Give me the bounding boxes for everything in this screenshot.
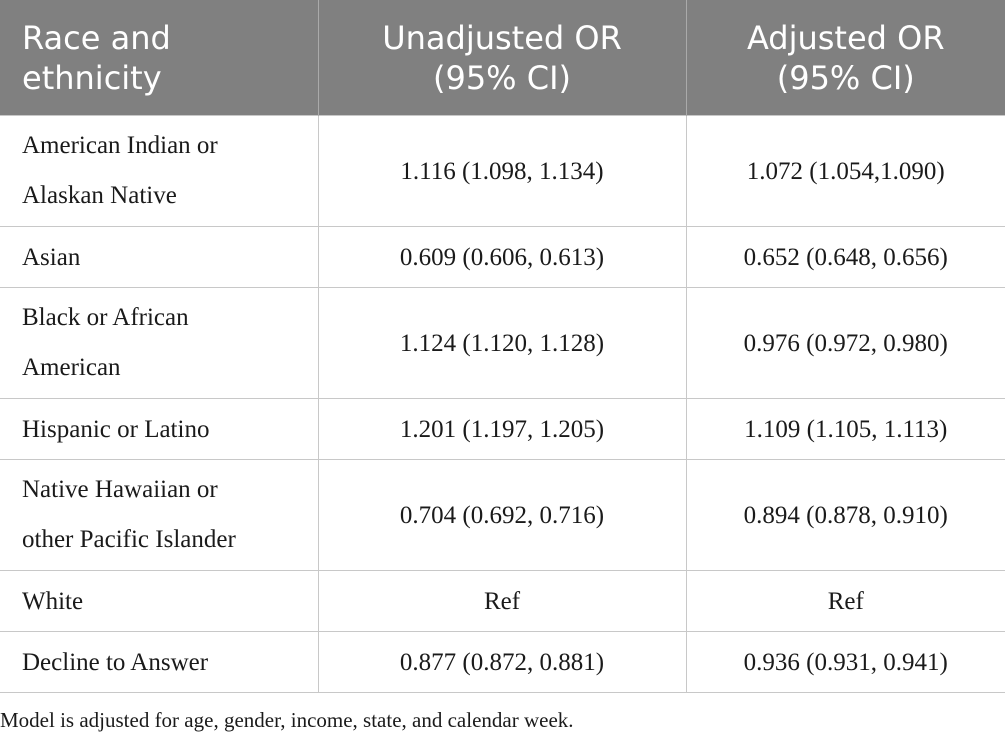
cell-text: Black or African American bbox=[22, 304, 189, 381]
table-cell: 1.116 (1.098, 1.134) bbox=[317, 115, 687, 227]
cell-text: Ref bbox=[827, 587, 864, 615]
table-cell: American Indian or Alaskan Native bbox=[0, 115, 319, 227]
cell-text: Hispanic or Latino bbox=[22, 415, 210, 443]
table-cell: 1.124 (1.120, 1.128) bbox=[317, 287, 687, 399]
table-cell: 0.936 (0.931, 0.941) bbox=[685, 631, 1005, 693]
header-cell: Unadjusted OR (95% CI) bbox=[317, 0, 686, 116]
cell-text: 1.072 (1.054,1.090) bbox=[746, 157, 945, 185]
cell-text: 1.124 (1.120, 1.128) bbox=[399, 329, 605, 357]
cell-text: Decline to Answer bbox=[22, 648, 209, 676]
table-cell: Ref bbox=[317, 570, 687, 632]
header-row: Race and ethnicity Unadjusted OR (95% CI)… bbox=[0, 0, 1005, 116]
table-cell: 0.652 (0.648, 0.656) bbox=[685, 226, 1005, 288]
cell-text: 0.894 (0.878, 0.910) bbox=[743, 501, 948, 529]
table-cell: 0.877 (0.872, 0.881) bbox=[317, 631, 687, 693]
table-cell: Native Hawaiian or other Pacific Islande… bbox=[0, 459, 319, 571]
header-cell: Race and ethnicity bbox=[0, 0, 318, 116]
table-cell: Ref bbox=[685, 570, 1005, 632]
table-cell: 0.894 (0.878, 0.910) bbox=[685, 459, 1005, 571]
table-row: American Indian or Alaskan Native 1.116 (… bbox=[0, 115, 1005, 227]
cell-text: Native Hawaiian or other Pacific Islande… bbox=[22, 476, 236, 553]
table-cell: Decline to Answer bbox=[0, 631, 319, 693]
footnote: Model is adjusted for age, gender, incom… bbox=[0, 708, 574, 732]
cell-text: Ref bbox=[483, 587, 521, 615]
table-cell: 0.704 (0.692, 0.716) bbox=[317, 459, 687, 571]
table-cell: Asian bbox=[0, 226, 319, 288]
cell-text: 0.976 (0.972, 0.980) bbox=[743, 329, 948, 357]
cell-text: 1.116 (1.098, 1.134) bbox=[400, 157, 604, 185]
table-row: Decline to Answer 0.877 (0.872, 0.881) 0.9… bbox=[0, 631, 1005, 693]
cell-text: 0.652 (0.648, 0.656) bbox=[743, 243, 948, 271]
table-row: Hispanic or Latino 1.201 (1.197, 1.205) 1.… bbox=[0, 398, 1005, 460]
table-cell: White bbox=[0, 570, 319, 632]
table-cell: Hispanic or Latino bbox=[0, 398, 319, 460]
table-cell: 1.072 (1.054,1.090) bbox=[685, 115, 1005, 227]
cell-text: 0.704 (0.692, 0.716) bbox=[399, 501, 605, 529]
table-cell: Black or African American bbox=[0, 287, 319, 399]
cell-text: 0.877 (0.872, 0.881) bbox=[399, 648, 605, 676]
cell-text: 1.109 (1.105, 1.113) bbox=[744, 415, 948, 443]
cell-text: Asian bbox=[22, 243, 81, 271]
cell-text: 0.936 (0.931, 0.941) bbox=[743, 648, 948, 676]
cell-text: Race and ethnicity bbox=[22, 18, 171, 97]
table-row: White Ref Ref bbox=[0, 570, 1005, 632]
table-cell: 0.609 (0.606, 0.613) bbox=[317, 226, 687, 288]
table-cell: 1.201 (1.197, 1.205) bbox=[317, 398, 687, 460]
cell-text: American Indian or Alaskan Native bbox=[22, 132, 218, 209]
table-cell: 0.976 (0.972, 0.980) bbox=[685, 287, 1005, 399]
cell-text: Unadjusted OR (95% CI) bbox=[382, 18, 622, 97]
table-row: Asian 0.609 (0.606, 0.613) 0.652 (0.648, 0… bbox=[0, 226, 1005, 288]
data-table: Race and ethnicity Unadjusted OR (95% CI)… bbox=[0, 0, 1005, 693]
header-cell: Adjusted OR (95% CI) bbox=[685, 0, 1005, 116]
cell-text: White bbox=[22, 587, 84, 615]
cell-text: 1.201 (1.197, 1.205) bbox=[399, 415, 605, 443]
cell-text: Adjusted OR (95% CI) bbox=[746, 18, 945, 97]
table-row: Black or African American 1.124 (1.120, 1… bbox=[0, 287, 1005, 399]
cell-text: 0.609 (0.606, 0.613) bbox=[399, 243, 605, 271]
table-cell: 1.109 (1.105, 1.113) bbox=[685, 398, 1005, 460]
table-row: Native Hawaiian or other Pacific Islande… bbox=[0, 459, 1005, 571]
